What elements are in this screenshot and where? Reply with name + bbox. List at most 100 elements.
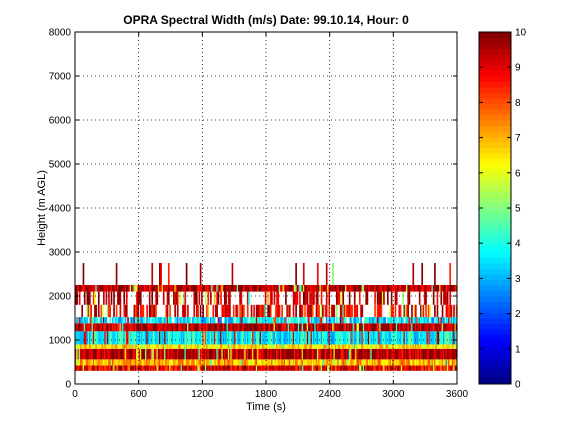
heatmap-cell — [274, 365, 277, 371]
heatmap-cell — [327, 365, 329, 371]
heatmap-cell — [325, 285, 328, 292]
heatmap-cell — [445, 323, 448, 332]
heatmap-cell — [437, 317, 440, 324]
heatmap-cell — [421, 344, 424, 349]
heatmap-cell — [120, 359, 123, 366]
heatmap-cell — [358, 344, 361, 349]
heatmap-cell — [364, 331, 366, 345]
colorbar-tick-label: 7 — [515, 133, 521, 144]
heatmap-cell — [333, 365, 336, 371]
heatmap-cell — [428, 348, 431, 360]
heatmap-cell — [103, 291, 105, 305]
heatmap-cell — [179, 291, 182, 305]
heatmap-cell — [259, 317, 262, 324]
heatmap-cell — [271, 285, 273, 292]
heatmap-cell — [251, 323, 254, 332]
heatmap-cell — [300, 323, 303, 332]
heatmap-cell — [164, 317, 166, 324]
heatmap-cell — [282, 285, 285, 292]
heatmap-cell — [399, 323, 402, 332]
heatmap-cell — [272, 285, 275, 292]
heatmap-cell — [253, 323, 255, 332]
heatmap-cell — [315, 317, 318, 324]
heatmap-cell — [109, 359, 112, 366]
heatmap-cell — [117, 317, 119, 324]
heatmap-cell — [106, 323, 109, 332]
heatmap-cell — [235, 348, 238, 360]
heatmap-cell — [299, 331, 301, 345]
heatmap-cell — [202, 348, 204, 360]
heatmap-cell — [444, 348, 446, 360]
heatmap-cell — [304, 348, 306, 360]
heatmap-cell — [304, 365, 306, 371]
heatmap-cell — [380, 359, 383, 366]
heatmap-cell — [394, 359, 397, 366]
heatmap-cell — [394, 317, 397, 324]
heatmap-cell — [225, 348, 227, 360]
heatmap-cell — [232, 331, 235, 345]
heatmap-cell — [453, 317, 455, 324]
heatmap-cell — [83, 323, 86, 332]
heatmap-cell — [119, 291, 122, 305]
heatmap-cell — [392, 344, 394, 349]
colorbar-segment — [479, 362, 511, 368]
heatmap-cell — [223, 291, 226, 305]
heatmap-cell — [187, 365, 189, 371]
heatmap-cell — [381, 344, 384, 349]
heatmap-cell — [162, 359, 165, 366]
heatmap-cell — [318, 365, 320, 371]
heatmap-cell — [440, 359, 443, 366]
heatmap-cell — [104, 365, 106, 371]
heatmap-cell — [120, 365, 123, 371]
heatmap-cell — [367, 285, 370, 292]
heatmap-cell — [160, 359, 162, 366]
heatmap-cell — [314, 331, 317, 345]
heatmap-cell — [147, 359, 150, 366]
heatmap-cell — [77, 317, 80, 324]
heatmap-cell — [333, 348, 336, 360]
heatmap-cell — [268, 365, 271, 371]
heatmap-cell — [314, 323, 317, 332]
heatmap-cell — [344, 285, 347, 292]
heatmap-cell — [431, 359, 434, 366]
heatmap-cell — [181, 323, 184, 332]
heatmap-cell — [113, 344, 115, 349]
heatmap-cell — [198, 365, 201, 371]
heatmap-cell — [142, 344, 145, 349]
heatmap-cell — [450, 285, 453, 292]
heatmap-cell — [278, 348, 281, 360]
heatmap-cell — [231, 323, 234, 332]
heatmap-cell — [379, 291, 381, 305]
heatmap-cell — [428, 323, 431, 332]
heatmap-cell — [422, 348, 425, 360]
heatmap-cell — [328, 331, 331, 345]
heatmap-cell — [308, 304, 310, 318]
heatmap-cell — [420, 285, 422, 292]
heatmap-cell — [124, 304, 127, 318]
heatmap-cell — [278, 317, 281, 324]
heatmap-cell — [286, 285, 289, 292]
heatmap-cell — [151, 263, 154, 285]
heatmap-cell — [157, 365, 160, 371]
heatmap-cell — [306, 348, 309, 360]
heatmap-cell — [374, 317, 376, 324]
colorbar-segment — [479, 246, 511, 253]
heatmap-cell — [422, 331, 425, 345]
heatmap-cell — [414, 348, 417, 360]
heatmap-cell — [370, 331, 373, 345]
heatmap-cell — [136, 304, 138, 318]
heatmap-cell — [139, 285, 142, 292]
heatmap-cell — [310, 348, 313, 360]
heatmap-cell — [183, 323, 185, 332]
heatmap-cell — [439, 359, 441, 366]
heatmap-cell — [398, 304, 401, 318]
heatmap-cell — [329, 317, 332, 324]
heatmap-cell — [343, 317, 346, 324]
heatmap-cell — [209, 344, 212, 349]
heatmap-cell — [76, 365, 78, 371]
heatmap-cell — [315, 359, 318, 366]
heatmap-cell — [281, 304, 283, 318]
heatmap-cell — [211, 323, 213, 332]
heatmap-cell — [167, 359, 170, 366]
heatmap-cell — [404, 304, 407, 318]
